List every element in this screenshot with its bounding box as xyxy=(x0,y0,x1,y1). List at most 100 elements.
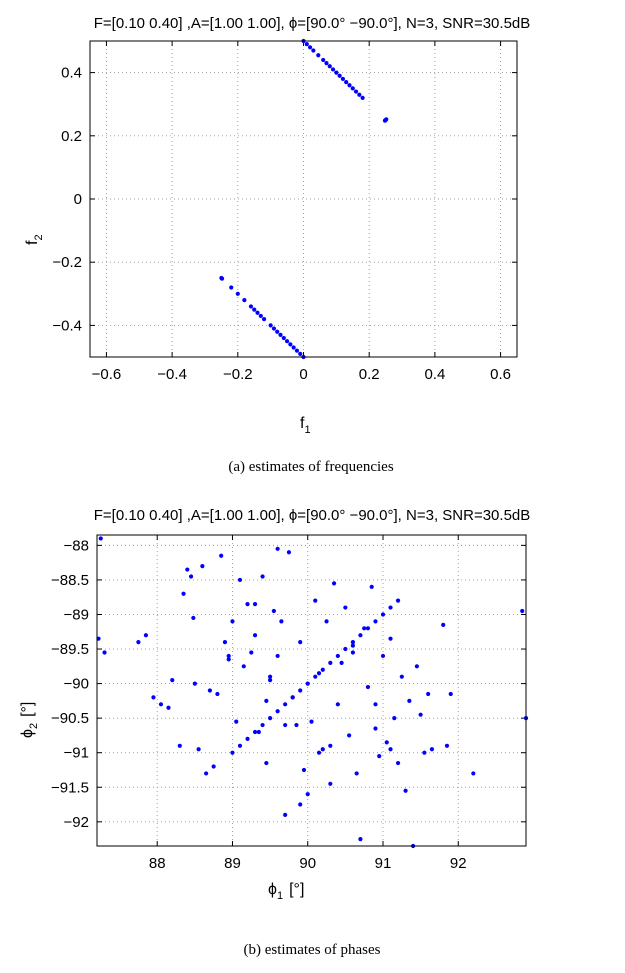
y-tick-label: −89 xyxy=(64,606,89,623)
y-tick-label: 0 xyxy=(74,191,82,208)
data-point xyxy=(392,716,397,721)
data-point xyxy=(151,695,156,700)
y-tick-label: −89.5 xyxy=(51,641,89,658)
data-point xyxy=(320,667,325,672)
data-point xyxy=(448,691,453,697)
data-point xyxy=(283,812,288,818)
data-point xyxy=(373,619,378,624)
data-point xyxy=(261,316,267,322)
data-point xyxy=(311,48,316,53)
data-point xyxy=(211,764,216,769)
data-point xyxy=(226,653,231,659)
y-tick-label: −90.5 xyxy=(51,710,89,727)
data-point xyxy=(229,285,234,290)
data-point xyxy=(395,598,401,603)
plot-frame xyxy=(96,534,527,847)
data-point xyxy=(418,712,423,717)
data-point xyxy=(252,729,258,735)
y-tick-label: −91 xyxy=(64,745,89,762)
data-point xyxy=(313,598,318,603)
data-point xyxy=(188,574,194,579)
data-point xyxy=(219,553,224,558)
data-point xyxy=(237,577,243,583)
data-point xyxy=(294,722,299,728)
data-point xyxy=(215,691,220,697)
data-point xyxy=(219,276,225,281)
data-point xyxy=(166,705,171,710)
data-point xyxy=(237,743,243,748)
data-point xyxy=(234,719,239,724)
x-tick-label: 88 xyxy=(149,855,166,872)
chart-title: F=[0.10 0.40] ,A=[1.00 1.00], ϕ=[90.0° −… xyxy=(94,15,531,32)
data-point xyxy=(230,750,235,755)
data-point xyxy=(339,660,344,665)
data-point xyxy=(298,351,303,356)
data-point xyxy=(248,304,254,309)
x-tick-label: 0.6 xyxy=(490,366,511,383)
data-point xyxy=(335,653,340,659)
data-point xyxy=(192,681,197,686)
data-point xyxy=(204,771,209,776)
data-point xyxy=(304,42,309,47)
x-tick-label: 92 xyxy=(450,855,467,872)
y-tick-label: −88 xyxy=(64,537,89,554)
data-point xyxy=(307,45,313,50)
data-point xyxy=(245,736,250,741)
data-point xyxy=(170,678,175,683)
data-point xyxy=(373,726,378,731)
data-point xyxy=(242,298,247,303)
data-point xyxy=(429,747,435,752)
data-point xyxy=(382,118,388,123)
data-point xyxy=(158,702,164,707)
data-point xyxy=(268,678,273,683)
data-point xyxy=(354,771,359,776)
data-point xyxy=(365,626,371,631)
data-point xyxy=(260,722,265,728)
data-point xyxy=(337,73,342,78)
data-point xyxy=(200,564,205,569)
y-tick-label: −90 xyxy=(64,676,89,693)
data-point xyxy=(353,89,359,94)
data-point xyxy=(290,695,295,700)
data-point xyxy=(350,640,355,645)
data-point xyxy=(369,584,374,589)
x-tick-label: 0.4 xyxy=(424,366,445,383)
caption: (b) estimates of phases xyxy=(243,942,380,958)
data-point xyxy=(441,622,446,627)
data-point xyxy=(301,767,307,773)
data-point xyxy=(264,760,269,766)
data-point xyxy=(327,64,332,69)
data-point xyxy=(344,79,349,85)
data-point xyxy=(407,698,412,703)
data-point xyxy=(328,743,333,748)
y-tick-label: −88.5 xyxy=(51,572,89,589)
data-point xyxy=(360,95,365,100)
data-point xyxy=(395,760,401,766)
data-point xyxy=(294,348,300,353)
data-point xyxy=(264,698,269,703)
data-point xyxy=(426,691,431,697)
y-axis-label: f2 xyxy=(24,234,45,245)
data-point xyxy=(181,591,186,596)
data-point xyxy=(388,747,393,752)
data-point xyxy=(343,646,348,652)
data-point xyxy=(324,61,329,66)
data-point xyxy=(331,581,337,586)
data-point xyxy=(388,636,393,641)
data-point xyxy=(98,536,103,541)
data-point xyxy=(414,664,419,669)
data-point xyxy=(275,709,280,714)
data-point xyxy=(334,70,339,75)
data-point xyxy=(324,619,329,624)
data-point xyxy=(309,719,314,724)
data-point xyxy=(365,684,371,690)
data-point xyxy=(291,345,296,350)
x-axis-label: ϕ1 [°] xyxy=(268,881,304,902)
data-point xyxy=(350,86,355,91)
data-point xyxy=(191,615,196,621)
x-tick-label: −0.6 xyxy=(92,366,122,383)
data-point xyxy=(281,335,286,341)
y-tick-label: −0.2 xyxy=(52,254,82,271)
data-point xyxy=(403,788,408,793)
